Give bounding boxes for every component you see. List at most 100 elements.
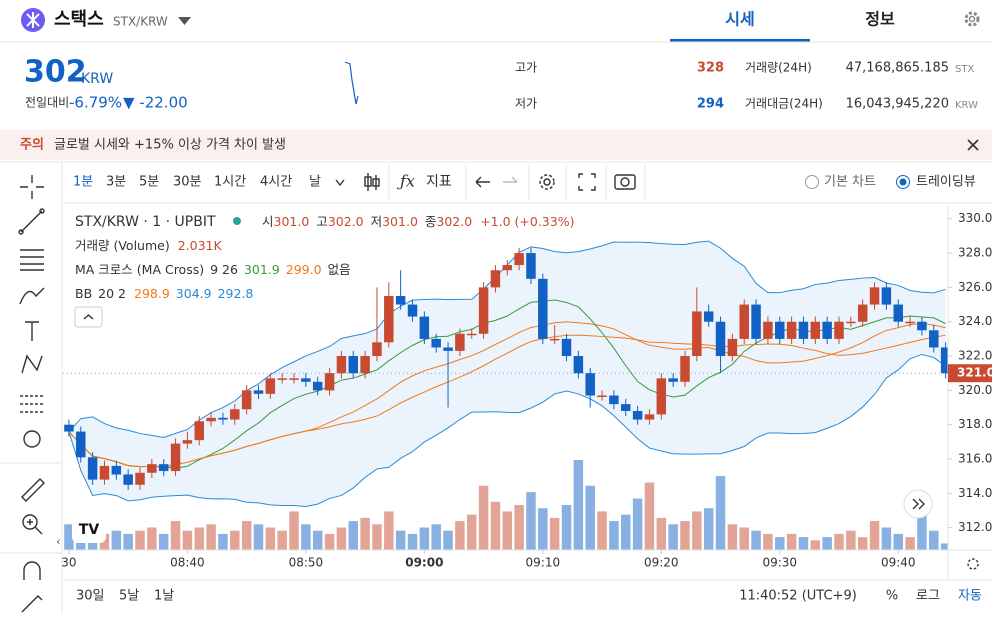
volume-bar (312, 530, 323, 550)
candle-body (360, 356, 370, 374)
undo[interactable] (475, 176, 490, 188)
candle-body (656, 378, 667, 415)
y-tick-label: 316.0 (958, 452, 992, 466)
volume-bar (324, 533, 335, 550)
range-button[interactable]: 1날 (154, 589, 174, 604)
legend-ma: MA 크로스 (MA Cross) 9 26 301.9 299.0 없음 (75, 262, 351, 277)
candle-body (621, 404, 631, 411)
axis-option[interactable]: % (886, 589, 898, 604)
candle-body (561, 338, 572, 357)
settings-icon[interactable] (964, 11, 980, 27)
candle-body (692, 311, 702, 357)
y-tick-label: 328.0 (958, 246, 992, 260)
screenshot[interactable] (614, 174, 636, 190)
close-icon[interactable] (967, 139, 979, 151)
volume-bar (573, 460, 584, 550)
stat-unit: KRW (955, 100, 978, 111)
radio[interactable] (805, 175, 819, 189)
candle-body (549, 338, 560, 341)
y-tick-label: 330.0 (958, 211, 992, 225)
volume-bar (703, 508, 714, 550)
tab[interactable]: 정보 (865, 10, 895, 29)
indicator-button[interactable]: 지표 (426, 174, 452, 190)
volume-bar (857, 537, 868, 550)
interval[interactable]: 날 (309, 175, 321, 190)
volume-bar (940, 543, 948, 550)
candle-body (846, 321, 856, 324)
chart-mode[interactable]: 기본 차트 (824, 175, 876, 190)
params: 20 2 (98, 286, 126, 301)
axis-option[interactable]: 자동 (958, 589, 982, 604)
candle-body (170, 443, 181, 472)
volume-bar (526, 492, 536, 550)
last-price-tag (948, 364, 992, 383)
coin-name[interactable]: 스택스 (54, 9, 104, 30)
label: 거래량 (Volume) (75, 238, 170, 253)
dropdown-caret[interactable] (178, 17, 191, 25)
collapse-legend[interactable] (74, 306, 103, 328)
sparkline (344, 61, 359, 105)
candle-body (798, 321, 809, 339)
candle-body (194, 421, 204, 441)
interval[interactable]: 1분 (73, 175, 93, 190)
chart-mode[interactable]: 트레이딩뷰 (916, 175, 976, 190)
candle-body (490, 270, 501, 288)
y-tick-label: 312.0 (958, 520, 992, 534)
fx-icon[interactable]: ƒx (397, 172, 415, 191)
fullscreen[interactable] (578, 173, 596, 191)
change: ▼ -22.00 (123, 94, 188, 112)
candle-body (585, 373, 595, 396)
volume-bar (751, 530, 761, 550)
volume-bar (206, 524, 216, 550)
drawing-tools[interactable] (18, 175, 45, 613)
candle-body (147, 464, 157, 473)
radio[interactable] (896, 175, 910, 189)
candle-body (751, 304, 761, 339)
candle-body (135, 472, 145, 485)
candle-body (253, 390, 264, 394)
y-tick-label: 324.0 (958, 314, 992, 328)
volume-bar (893, 533, 903, 550)
volume-bar (929, 530, 939, 550)
interval[interactable]: 5분 (139, 175, 159, 190)
last-price-label: 321.0 (957, 366, 992, 380)
volume-bar (632, 498, 643, 550)
range-button[interactable]: 5날 (119, 589, 139, 604)
candle-body (680, 356, 690, 382)
interval[interactable]: 4시간 (260, 175, 292, 190)
axis-settings[interactable] (967, 558, 979, 570)
tab[interactable]: 시세 (725, 10, 754, 29)
interval[interactable]: 1시간 (214, 175, 246, 190)
interval[interactable]: 3분 (106, 175, 126, 190)
ohlc-label: 저 (371, 214, 383, 229)
value: 292.8 (218, 286, 254, 301)
candle-body (763, 321, 773, 339)
candle-type[interactable] (364, 173, 380, 191)
notice-tag: 주의 (20, 137, 44, 153)
collapse[interactable]: ‹ (56, 535, 61, 549)
axis-option[interactable]: 로그 (916, 589, 940, 604)
candle-body (384, 295, 394, 343)
volume-bar (869, 521, 880, 550)
candle-body (265, 378, 276, 394)
value: 298.9 (134, 286, 170, 301)
candle-body (822, 321, 832, 339)
volume-bar (194, 527, 204, 550)
range-button[interactable]: 30일 (76, 589, 105, 604)
volume-bar (182, 530, 193, 550)
candle-body (905, 321, 915, 324)
volume-bar (407, 533, 418, 550)
candle-body (372, 342, 382, 357)
legend-ohlc: 시301.0 고302.0 저301.0 종302.0 +1.0 (+0.33%… (262, 214, 574, 229)
candle-body (810, 321, 821, 339)
volume-bar (656, 517, 667, 550)
volume-bar (395, 530, 406, 550)
volume-bar (692, 511, 702, 550)
redo[interactable] (503, 176, 518, 183)
chart-settings[interactable] (539, 174, 555, 190)
more-intervals[interactable] (335, 179, 345, 187)
y-tick-label: 314.0 (958, 486, 992, 500)
interval[interactable]: 30분 (173, 175, 202, 190)
candle-body (419, 316, 430, 339)
